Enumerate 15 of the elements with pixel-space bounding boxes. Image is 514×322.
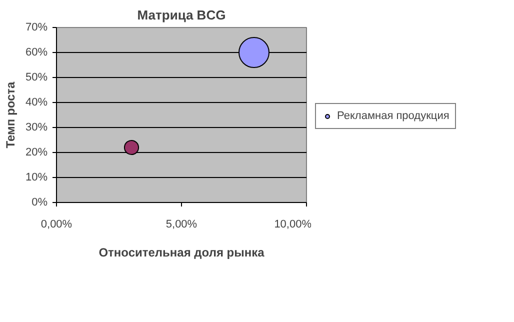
y-tick-label: 60% [25, 46, 48, 58]
y-tick-label: 40% [25, 96, 48, 108]
y-tick-label: 50% [25, 72, 48, 84]
y-tick-label: 0% [32, 196, 48, 208]
legend-label: Рекламная продукция [337, 110, 450, 122]
x-tick-label: 5,00% [166, 218, 198, 230]
x-axis-title: Относительная доля рынка [98, 246, 265, 260]
y-axis-title: Темп роста [3, 81, 18, 148]
x-tick-label: 10,00% [274, 218, 312, 230]
y-tick-label: 70% [25, 22, 48, 34]
y-tick-label: 30% [25, 122, 48, 134]
x-tick-label: 0,00% [40, 218, 72, 230]
y-tick-label: 10% [25, 172, 48, 184]
chart-title: Матрица BCG [137, 8, 226, 22]
y-tick-label: 20% [25, 146, 48, 158]
